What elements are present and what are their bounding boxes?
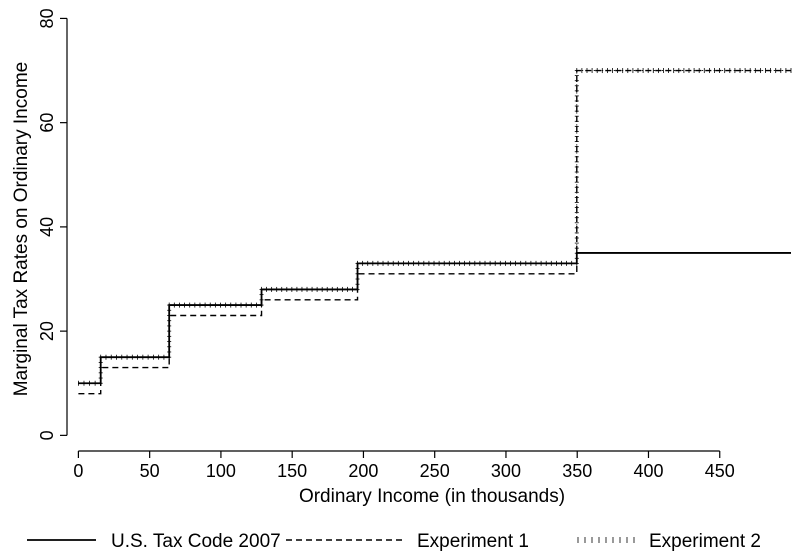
experiment-2-line <box>78 68 792 386</box>
x-tick-label: 450 <box>705 461 735 481</box>
legend-label: Experiment 1 <box>417 531 529 552</box>
y-tick-label: 0 <box>37 430 57 440</box>
x-tick-label: 0 <box>73 461 83 481</box>
y-axis-title: Marginal Tax Rates on Ordinary Income <box>11 62 32 396</box>
x-tick-label: 100 <box>206 461 236 481</box>
axes: 0 50 100 150 200 250 300 350 400 450 0 20 40 60 80 <box>37 8 735 481</box>
y-tick-label: 20 <box>37 321 57 341</box>
legend-item-u-s-tax-code-2007: U.S. Tax Code 2007 <box>27 531 281 552</box>
experiment-2-dotted-path <box>78 70 791 384</box>
x-ticks: 0 50 100 150 200 250 300 350 400 450 <box>73 451 735 481</box>
y-ticks: 0 20 40 60 80 <box>37 8 67 440</box>
x-tick-label: 350 <box>562 461 592 481</box>
x-tick-label: 400 <box>633 461 663 481</box>
x-tick-label: 200 <box>348 461 378 481</box>
x-axis-title: Ordinary Income (in thousands) <box>299 486 565 507</box>
legend-label: U.S. Tax Code 2007 <box>111 531 281 552</box>
x-tick-label: 50 <box>140 461 160 481</box>
legend: U.S. Tax Code 2007 Experiment 1 Experiment… <box>27 531 761 552</box>
y-tick-label: 80 <box>37 8 57 28</box>
x-tick-label: 300 <box>491 461 521 481</box>
series-layer <box>78 68 792 395</box>
x-tick-label: 150 <box>277 461 307 481</box>
y-tick-label: 40 <box>37 217 57 237</box>
y-tick-label: 60 <box>37 113 57 133</box>
legend-item-experiment-2: Experiment 2 <box>577 531 761 552</box>
legend-item-experiment-1: Experiment 1 <box>286 531 529 552</box>
x-tick-label: 250 <box>420 461 450 481</box>
legend-label: Experiment 2 <box>649 531 761 552</box>
experiment-1-line <box>78 69 791 395</box>
u-s-tax-code-2007-line <box>78 252 791 385</box>
legend-swatch <box>577 537 635 543</box>
